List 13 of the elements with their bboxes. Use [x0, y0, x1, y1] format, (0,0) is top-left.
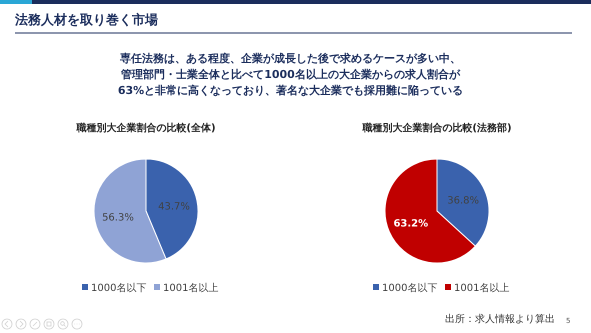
chart-title: 職種別大企業割合の比較(全体) [75, 122, 216, 134]
data-label: 63.2% [393, 218, 428, 230]
text: 法務人材を取り巻く市場 [14, 12, 158, 28]
legend-label: 1001名以上 [454, 282, 510, 294]
text: 専任法務は、ある程度、企業が成長した後で求めるケースが多い中、管理部門・士業全体と比べて1000名以上の大企業からの求人割合が63%と非常に高くなっており、著名な大企業でも採用難に陥っている [118, 52, 464, 97]
data-label: 43.7% [158, 201, 190, 212]
text: 出所：求人情報より算出 [445, 313, 555, 325]
legend-label: 1000名以下 [91, 282, 146, 294]
legend-label: 1001名以上 [163, 282, 218, 294]
chart-title: 職種別大企業割合の比較(法務部) [361, 122, 512, 134]
legend-label: 1000名以下 [382, 282, 438, 294]
data-label: 36.8% [447, 195, 480, 206]
data-label: 56.3% [102, 212, 134, 224]
